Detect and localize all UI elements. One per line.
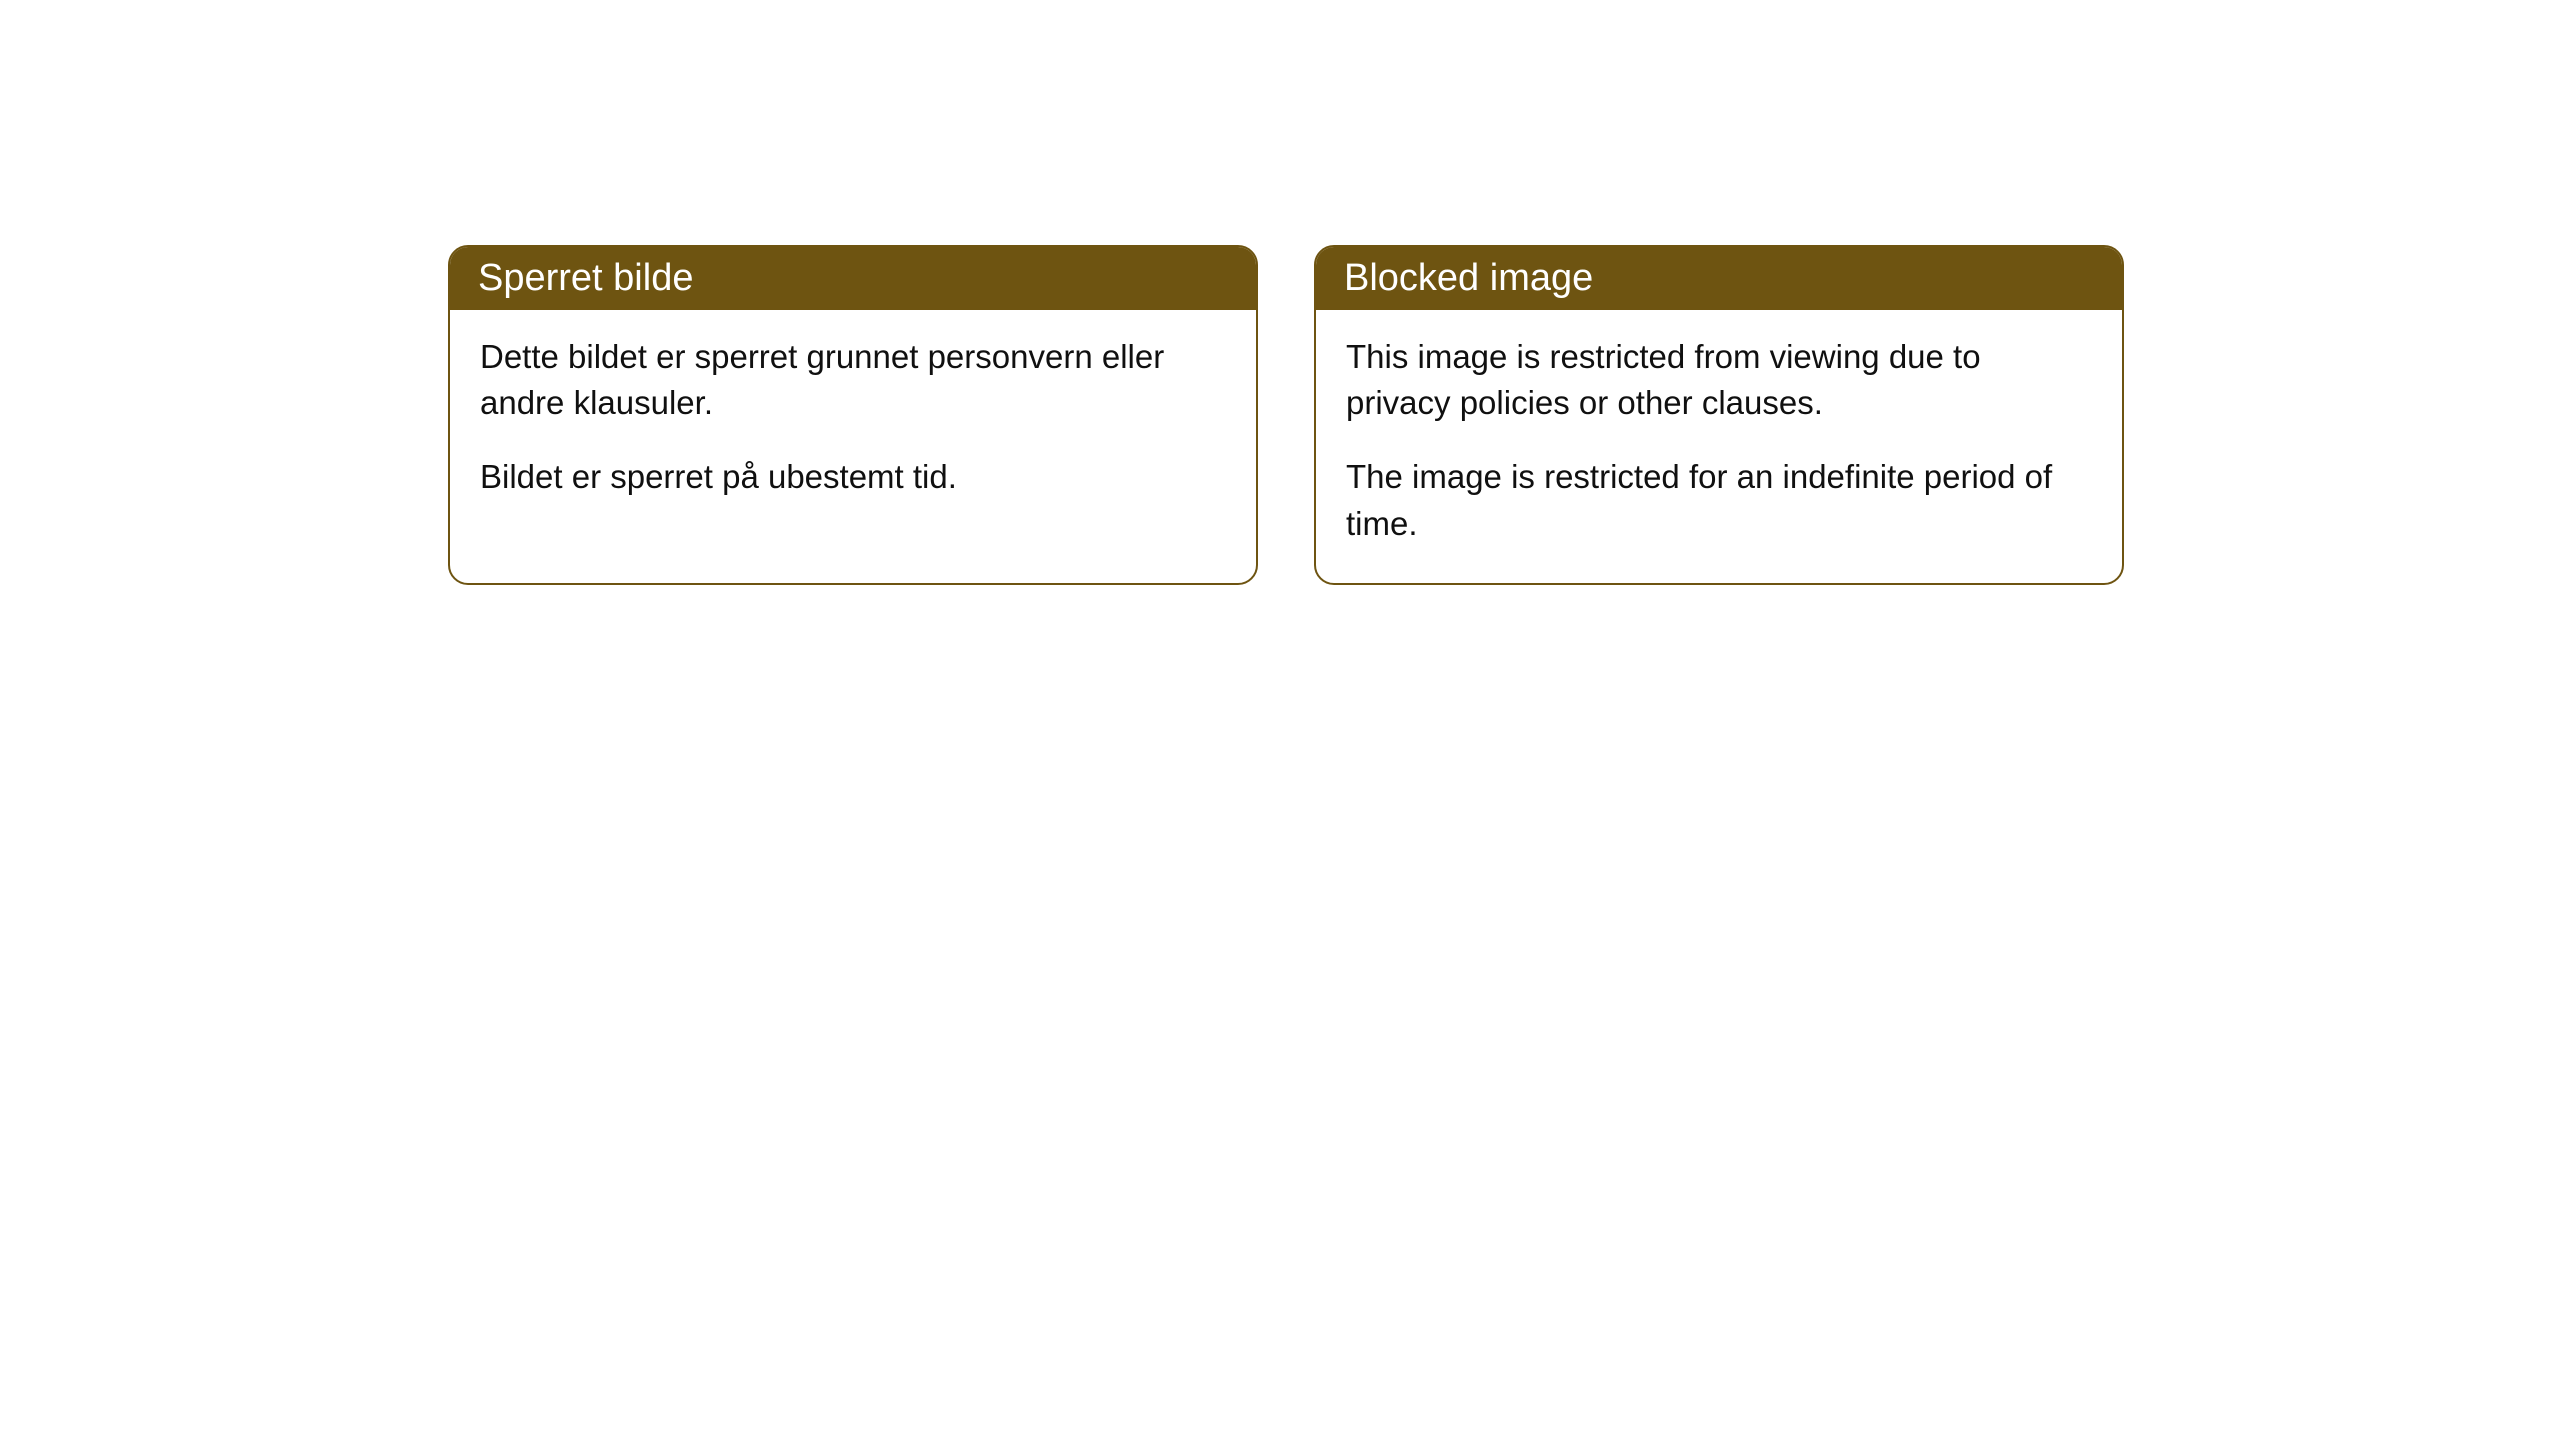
card-text-no-1: Dette bildet er sperret grunnet personve… xyxy=(480,334,1226,426)
card-text-en-1: This image is restricted from viewing du… xyxy=(1346,334,2092,426)
card-title-no: Sperret bilde xyxy=(450,247,1256,310)
card-body-no: Dette bildet er sperret grunnet personve… xyxy=(450,310,1256,537)
notice-card-en: Blocked image This image is restricted f… xyxy=(1314,245,2124,585)
card-body-en: This image is restricted from viewing du… xyxy=(1316,310,2122,583)
card-title-en: Blocked image xyxy=(1316,247,2122,310)
card-text-no-2: Bildet er sperret på ubestemt tid. xyxy=(480,454,1226,500)
notice-card-no: Sperret bilde Dette bildet er sperret gr… xyxy=(448,245,1258,585)
card-text-en-2: The image is restricted for an indefinit… xyxy=(1346,454,2092,546)
notice-container: Sperret bilde Dette bildet er sperret gr… xyxy=(0,0,2560,585)
